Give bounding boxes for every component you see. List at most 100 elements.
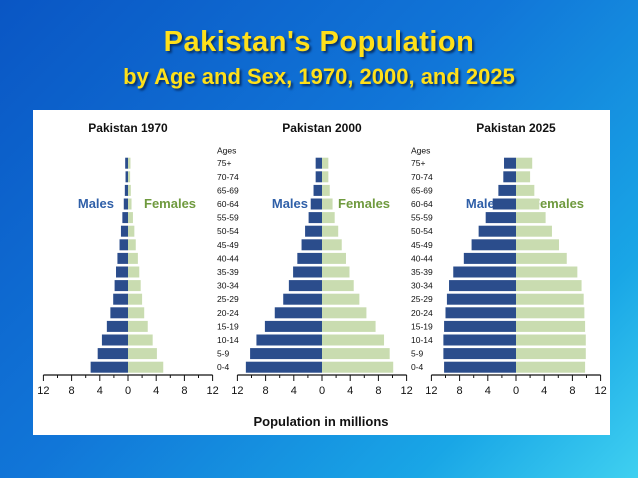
male-bar-2-0-4 bbox=[245, 361, 322, 373]
age-label-2-50-54: 50-54 bbox=[411, 226, 433, 236]
x-tick-label-1-4: 4 bbox=[153, 385, 159, 397]
female-bar-1-35-39 bbox=[128, 266, 140, 278]
female-bar-2-70-74 bbox=[322, 171, 329, 183]
x-tick-label-3-6: 12 bbox=[594, 385, 606, 397]
female-bar-1-50-54 bbox=[128, 225, 135, 237]
age-label-1-40-44: 40-44 bbox=[217, 253, 239, 263]
x-tick-label-1-5: 8 bbox=[181, 385, 187, 397]
female-bar-3-65-69 bbox=[516, 184, 535, 196]
age-label-1-20-24: 20-24 bbox=[217, 308, 239, 318]
age-label-1-65-69: 65-69 bbox=[217, 185, 239, 195]
female-bar-1-15-19 bbox=[128, 320, 148, 332]
male-bar-1-5-9 bbox=[97, 348, 128, 360]
female-bar-3-25-29 bbox=[516, 293, 584, 305]
female-bar-2-50-54 bbox=[322, 225, 339, 237]
x-tick-label-2-5: 8 bbox=[375, 385, 381, 397]
age-label-1-0-4: 0-4 bbox=[217, 362, 230, 372]
male-bar-2-5-9 bbox=[250, 348, 322, 360]
female-bar-1-75+ bbox=[128, 157, 131, 169]
male-bar-3-50-54 bbox=[478, 225, 516, 237]
female-bar-2-65-69 bbox=[322, 184, 330, 196]
male-bar-1-15-19 bbox=[106, 320, 128, 332]
male-bar-1-75+ bbox=[125, 157, 128, 169]
male-bar-2-50-54 bbox=[305, 225, 322, 237]
females-label-3: Females bbox=[532, 196, 584, 211]
male-bar-2-20-24 bbox=[274, 307, 322, 319]
female-bar-2-30-34 bbox=[322, 280, 354, 292]
female-bar-2-75+ bbox=[322, 157, 329, 169]
female-bar-3-45-49 bbox=[516, 239, 560, 251]
male-bar-1-25-29 bbox=[113, 293, 128, 305]
age-label-2-35-39: 35-39 bbox=[411, 267, 433, 277]
age-label-1-60-64: 60-64 bbox=[217, 199, 239, 209]
female-bar-1-70-74 bbox=[128, 171, 131, 183]
male-bar-3-75+ bbox=[504, 157, 516, 169]
x-tick-label-3-0: 12 bbox=[425, 385, 437, 397]
male-bar-1-0-4 bbox=[90, 361, 128, 373]
population-pyramids-chart: Pakistan 1970 Males Females 0-4 5-9 10-14 15-1… bbox=[37, 121, 606, 429]
age-label-1-25-29: 25-29 bbox=[217, 294, 239, 304]
male-bar-3-5-9 bbox=[443, 348, 516, 360]
age-label-2-60-64: 60-64 bbox=[411, 199, 433, 209]
x-tick-label-2-2: 4 bbox=[291, 385, 297, 397]
females-label-2: Females bbox=[338, 196, 390, 211]
female-bar-1-20-24 bbox=[128, 307, 145, 319]
female-bar-1-0-4 bbox=[128, 361, 164, 373]
male-bar-2-45-49 bbox=[301, 239, 322, 251]
male-bar-2-60-64 bbox=[310, 198, 322, 210]
pyramid-title-3: Pakistan 2025 bbox=[476, 121, 556, 135]
female-bar-2-10-14 bbox=[322, 334, 385, 346]
male-bar-3-30-34 bbox=[449, 280, 516, 292]
age-label-2-70-74: 70-74 bbox=[411, 172, 433, 182]
age-label-1-15-19: 15-19 bbox=[217, 321, 239, 331]
male-bar-3-65-69 bbox=[498, 184, 516, 196]
age-label-1-70-74: 70-74 bbox=[217, 172, 239, 182]
females-label-1: Females bbox=[144, 196, 196, 211]
female-bar-1-25-29 bbox=[128, 293, 143, 305]
ages-header-2: Ages bbox=[411, 145, 430, 155]
x-tick-label-1-6: 12 bbox=[206, 385, 218, 397]
male-bar-2-70-74 bbox=[315, 171, 322, 183]
female-bar-1-5-9 bbox=[128, 348, 157, 360]
ages-header-1: Ages bbox=[217, 145, 236, 155]
female-bar-1-10-14 bbox=[128, 334, 153, 346]
male-bar-1-50-54 bbox=[120, 225, 128, 237]
female-bar-3-50-54 bbox=[516, 225, 552, 237]
age-label-2-75+: 75+ bbox=[411, 158, 425, 168]
male-bar-1-35-39 bbox=[116, 266, 128, 278]
female-bar-2-15-19 bbox=[322, 320, 376, 332]
female-bar-2-40-44 bbox=[322, 252, 346, 264]
female-bar-3-20-24 bbox=[516, 307, 585, 319]
male-bar-3-10-14 bbox=[443, 334, 516, 346]
x-tick-label-3-2: 4 bbox=[485, 385, 491, 397]
age-label-1-5-9: 5-9 bbox=[217, 349, 230, 359]
male-bar-2-75+ bbox=[315, 157, 322, 169]
male-bar-2-15-19 bbox=[264, 320, 322, 332]
female-bar-2-5-9 bbox=[322, 348, 390, 360]
x-tick-label-1-1: 8 bbox=[69, 385, 75, 397]
x-axis-label: Population in millions bbox=[253, 414, 388, 429]
male-bar-3-15-19 bbox=[444, 320, 516, 332]
female-bar-3-15-19 bbox=[516, 320, 586, 332]
x-tick-label-1-2: 4 bbox=[97, 385, 103, 397]
x-tick-label-2-1: 8 bbox=[263, 385, 269, 397]
male-bar-3-25-29 bbox=[446, 293, 516, 305]
age-label-2-65-69: 65-69 bbox=[411, 185, 433, 195]
male-bar-1-40-44 bbox=[117, 252, 128, 264]
x-tick-label-1-0: 12 bbox=[37, 385, 49, 397]
female-bar-2-25-29 bbox=[322, 293, 360, 305]
male-bar-3-55-59 bbox=[485, 212, 516, 224]
female-bar-3-0-4 bbox=[516, 361, 586, 373]
x-tick-label-2-6: 12 bbox=[400, 385, 412, 397]
age-label-1-35-39: 35-39 bbox=[217, 267, 239, 277]
female-bar-1-40-44 bbox=[128, 252, 138, 264]
male-bar-1-30-34 bbox=[114, 280, 128, 292]
male-bar-1-70-74 bbox=[125, 171, 128, 183]
x-tick-label-3-1: 8 bbox=[457, 385, 463, 397]
female-bar-2-55-59 bbox=[322, 212, 335, 224]
males-label-1: Males bbox=[78, 196, 114, 211]
chart-panel: Pakistan 1970 Males Females 0-4 5-9 10-14 15-1… bbox=[33, 110, 610, 435]
male-bar-1-45-49 bbox=[119, 239, 128, 251]
male-bar-2-25-29 bbox=[283, 293, 322, 305]
male-bar-1-10-14 bbox=[101, 334, 128, 346]
